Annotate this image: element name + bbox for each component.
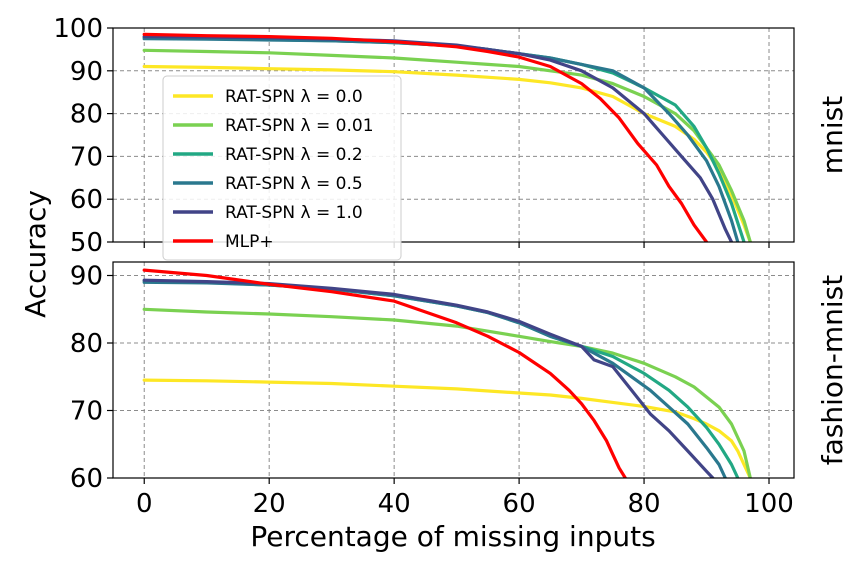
- mnist-panel: 50 60 70 80 90 100: [53, 14, 795, 258]
- x-tick-label: 20: [253, 489, 286, 519]
- legend-label: MLP+: [225, 232, 274, 252]
- legend-label: RAT-SPN λ = 0.5: [225, 174, 363, 194]
- legend-label: RAT-SPN λ = 0.2: [225, 145, 363, 165]
- legend-label: RAT-SPN λ = 0.0: [225, 87, 363, 107]
- x-tick-label: 80: [628, 489, 661, 519]
- series-line: [142, 37, 740, 242]
- y-tick-label: 100: [53, 14, 103, 44]
- fashion-mnist-panel-label: fashion-mnist: [816, 275, 849, 465]
- series-line: [142, 48, 752, 242]
- fashion-mnist-panel: 60 70 80 90 0 20 40 60 80 100: [70, 261, 795, 519]
- x-tick-label: 100: [744, 489, 794, 519]
- plot-frame: [112, 27, 795, 243]
- series-line: [142, 32, 709, 242]
- mnist-panel-label: mnist: [816, 96, 849, 174]
- series-group: [142, 32, 752, 242]
- series-group: [142, 268, 752, 478]
- plot-frame: [112, 261, 795, 479]
- x-tick-label: 40: [378, 489, 411, 519]
- legend-label: RAT-SPN λ = 1.0: [225, 203, 363, 223]
- y-tick-label: 60: [70, 464, 103, 494]
- series-line: [142, 278, 715, 478]
- x-tick-label: 0: [136, 489, 153, 519]
- series-line: [142, 64, 752, 242]
- y-tick-label: 60: [70, 185, 103, 215]
- x-tick-label: 60: [503, 489, 536, 519]
- series-line: [142, 279, 740, 478]
- y-tick-label: 90: [70, 57, 103, 87]
- legend-box: [162, 75, 402, 261]
- y-tick-label: 50: [70, 228, 103, 258]
- series-line: [142, 268, 627, 478]
- series-line: [142, 307, 752, 478]
- legend: RAT-SPN λ = 0.0 RAT-SPN λ = 0.01 RAT-SPN λ…: [162, 75, 402, 261]
- y-tick-label: 80: [70, 329, 103, 359]
- y-tick-label: 70: [70, 397, 103, 427]
- legend-label: RAT-SPN λ = 0.01: [225, 116, 374, 136]
- y-axis-label: Accuracy: [19, 190, 52, 318]
- series-line: [142, 378, 752, 478]
- x-axis-label: Percentage of missing inputs: [250, 520, 655, 553]
- y-tick-label: 80: [70, 100, 103, 130]
- y-tick-label: 90: [70, 262, 103, 292]
- y-tick-label: 70: [70, 142, 103, 172]
